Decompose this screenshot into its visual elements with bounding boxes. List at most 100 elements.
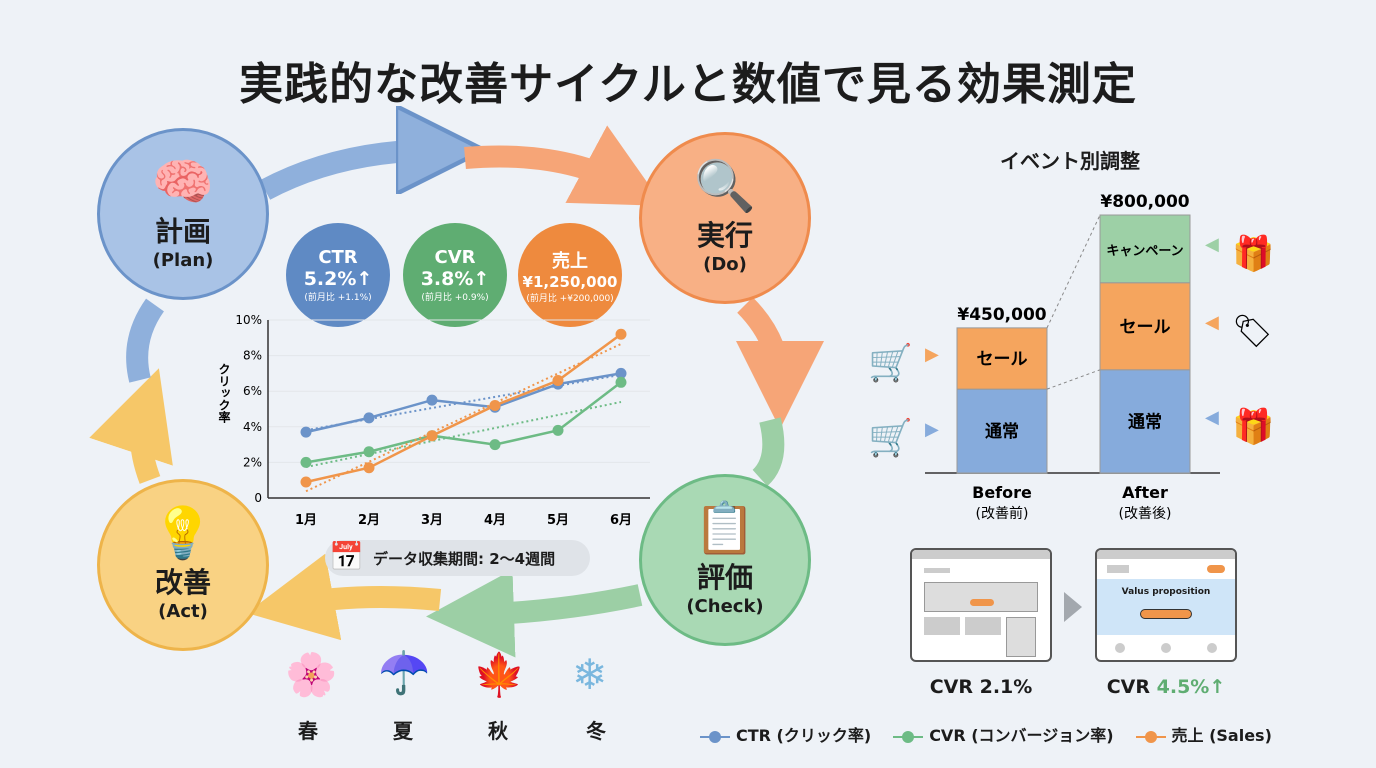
y-tick-label: 4% [243, 420, 262, 434]
x-tick-label: 4月 [484, 513, 506, 528]
connector-line [1046, 214, 1101, 329]
data-point [552, 424, 564, 436]
legend: CTR (クリック率) CVR (コンバージョン率) 売上 (Sales) [700, 722, 1272, 746]
legend-label: CTR (クリック率) [736, 726, 872, 745]
data-period-text: データ収集期間: 2〜4週間 [373, 549, 556, 568]
pointer-icon: ▶ [925, 419, 939, 440]
trendline [305, 400, 622, 469]
data-point [300, 426, 312, 438]
bar-segment [956, 327, 1048, 390]
kpi-label: 売上 [552, 250, 588, 272]
cycle-plan: 🧠 計画 (Plan) [97, 128, 269, 300]
line-chart: 0 2% 4% 6% 8% 10% 1月 2月 3月 4月 5月 6月 クリック率 [217, 313, 650, 528]
legend-marker-icon [1135, 730, 1166, 743]
category-sublabel: (改善後) [1119, 506, 1172, 522]
kpi-value: 3.8% [420, 268, 474, 290]
cvr-after-value: 4.5% [1156, 676, 1210, 698]
cvr-after: CVR 4.5%↑ [1085, 676, 1247, 698]
data-point [363, 446, 375, 458]
bar-segment-label: セール [977, 350, 1028, 370]
cycle-act-label: 改善 [154, 566, 211, 599]
season-summer: 夏 [393, 719, 413, 743]
cycle-check-label: 評価 [696, 561, 753, 594]
data-point [489, 439, 501, 451]
lp-after-screenshot: Valus proposition [1095, 548, 1237, 662]
arrow-left-blue [126, 298, 165, 383]
cycle-plan-sub: (Plan) [152, 250, 214, 271]
kpi-value: 5.2% [303, 268, 357, 290]
bar-segment [1099, 282, 1191, 371]
x-tick-label: 6月 [610, 513, 632, 528]
x-tick-label: 2月 [358, 513, 380, 528]
kpi-cvr: CVR 3.8%↑ (前月比 +0.9%) [403, 223, 507, 327]
legend-ctr: CTR (クリック率) [700, 722, 871, 746]
season-spring: 春 [298, 719, 318, 743]
cart-icon: 🛒 [868, 417, 913, 459]
bar-segment [956, 388, 1048, 474]
gift-icon: 🎁 [1232, 407, 1274, 447]
gift-icon: 🎁 [1232, 234, 1274, 274]
y-tick-label: 2% [243, 455, 262, 469]
value-proposition-text: Valus proposition [1121, 587, 1211, 597]
page-title: 実践的な改善サイクルと数値で見る効果測定 [239, 59, 1137, 110]
calendar-clock-icon: 📅 [329, 540, 364, 573]
cycle-plan-label: 計画 [154, 215, 211, 248]
cycle-act: 💡 改善 (Act) [97, 479, 269, 651]
brain-gears-icon: 🧠 [151, 153, 215, 211]
browser-magnifier-icon: 🔍 [693, 157, 757, 215]
season-autumn: 秋 [488, 719, 508, 743]
arrow-up-icon: ↑ [473, 268, 490, 290]
season-winter: 冬 [586, 719, 606, 743]
arrow-up-icon: ↑ [1209, 676, 1226, 698]
data-point [426, 394, 438, 406]
y-tick-label: 0 [254, 491, 262, 505]
x-tick-label: 1月 [295, 513, 317, 528]
x-tick-label: 3月 [421, 513, 443, 528]
data-point [300, 456, 312, 468]
kpi-sales: 売上 ¥1,250,000 (前月比 +¥200,000) [518, 223, 622, 327]
arrow-up-icon: ↑ [356, 268, 373, 290]
data-point [426, 430, 438, 442]
y-tick-label: 8% [243, 349, 262, 363]
legend-marker-icon [700, 730, 730, 743]
arrow-act-bottom [246, 553, 442, 641]
kpi-sub: (前月比 +0.9%) [421, 293, 489, 303]
arrow-check-to-act [426, 569, 643, 658]
bar-segment-label: キャンペーン [1106, 244, 1183, 259]
bar-segment [1099, 369, 1191, 474]
connector-line [1046, 369, 1101, 390]
bar-segment [1099, 214, 1191, 284]
series-line [305, 333, 622, 484]
kpi-ctr: CTR 5.2%↑ (前月比 +1.1%) [286, 223, 390, 327]
category-sublabel: (改善前) [976, 505, 1029, 522]
series-line [305, 372, 622, 434]
bar-segment-label: 通常 [1128, 411, 1162, 432]
data-point [300, 476, 312, 488]
data-point [363, 412, 375, 424]
data-point [615, 367, 627, 379]
arrow-act-to-plan [89, 368, 173, 484]
trendline [305, 373, 622, 432]
sun-umbrella-icon: ☂️ [378, 648, 431, 697]
pointer-icon: ◀ [1205, 407, 1219, 428]
arrow-top-orange [464, 125, 664, 206]
data-point [489, 399, 501, 411]
clipboard-check-icon: 📋 [693, 499, 757, 557]
data-point [552, 375, 564, 387]
pointer-icon: ▶ [925, 344, 939, 365]
cvr-after-label: CVR [1106, 676, 1157, 698]
bar-segment-label: 通常 [985, 421, 1019, 442]
legend-label: CVR (コンバージョン率) [929, 726, 1114, 745]
cycle-do-sub: (Do) [703, 254, 747, 275]
data-period-pill: 📅 データ収集期間: 2〜4週間 [325, 540, 590, 576]
autumn-leaves-icon: 🍁 [473, 650, 526, 699]
legend-marker-icon [893, 730, 924, 743]
arrow-plan-to-do [259, 150, 440, 200]
data-point [615, 376, 627, 388]
series-line [305, 381, 622, 464]
x-tick-label: 5月 [547, 513, 569, 528]
kpi-sub: (前月比 +¥200,000) [526, 293, 614, 304]
cycle-check: 📋 評価 (Check) [639, 474, 811, 646]
cycle-check-sub: (Check) [686, 596, 764, 617]
